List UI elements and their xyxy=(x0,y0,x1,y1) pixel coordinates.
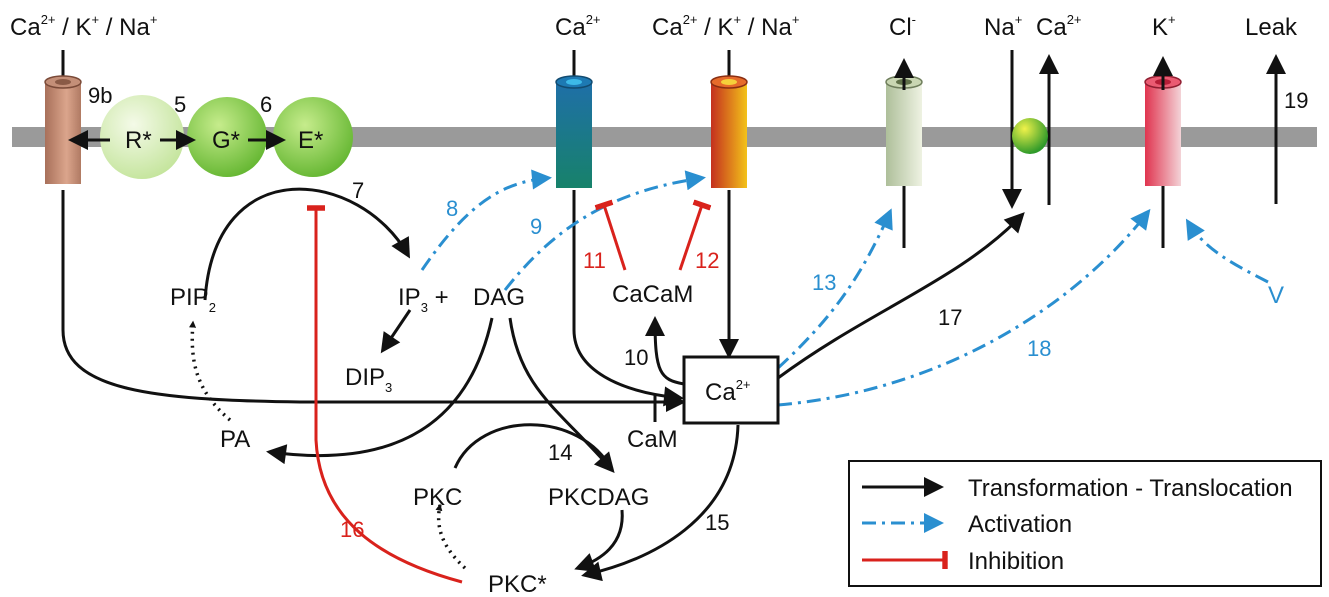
arrow-pkcstar-pkc xyxy=(435,503,467,570)
arrow-10 xyxy=(645,316,685,386)
legend-transformation-label: Transformation - Translocation xyxy=(968,475,1293,502)
pkcdag-label: PKCDAG xyxy=(548,484,649,511)
channel-mixed xyxy=(710,50,748,188)
inhibition-11 xyxy=(594,199,627,271)
arrow-7 xyxy=(203,187,410,301)
step-7: 7 xyxy=(352,178,364,203)
step-16: 16 xyxy=(340,517,364,542)
step-15: 15 xyxy=(705,510,729,535)
arrow-14 xyxy=(453,423,614,471)
step-14: 14 xyxy=(548,440,572,465)
g-protein xyxy=(187,97,267,177)
step-18: 18 xyxy=(1027,336,1051,361)
step-17: 17 xyxy=(938,305,962,330)
arrow-ca-channel-to-ca xyxy=(572,190,684,407)
effector-label: E* xyxy=(298,127,323,154)
activation-9 xyxy=(503,170,706,291)
step-12: 12 xyxy=(695,248,719,273)
pkcstar-label: PKC* xyxy=(488,571,547,597)
exchanger-na-ca xyxy=(1002,50,1059,209)
ca-box-label: Ca2+ xyxy=(705,377,751,406)
inhibition-12 xyxy=(678,199,712,271)
ion-label-ca2: Ca2+ xyxy=(1036,12,1082,41)
dag-label: DAG xyxy=(473,284,525,311)
arrow-17 xyxy=(777,212,1025,380)
cacam-label: CaCaM xyxy=(612,281,693,308)
receptor-r xyxy=(100,95,184,179)
inhibition-16 xyxy=(307,205,463,584)
ion-label-leak: Leak xyxy=(1245,14,1298,41)
ion-label-ca: Ca2+ xyxy=(555,12,601,41)
step-11: 11 xyxy=(583,248,606,273)
step-9b: 9b xyxy=(88,83,112,108)
pip2-label: PIP2 xyxy=(170,284,216,315)
ion-label-na: Na+ xyxy=(984,12,1022,41)
activation-v xyxy=(1185,218,1269,284)
arrow-ip3-dip3 xyxy=(380,309,412,354)
step-10: 10 xyxy=(624,345,648,370)
legend: Transformation - Translocation Activatio… xyxy=(848,460,1322,587)
arrow-pkcdag-pkcstar xyxy=(574,509,624,572)
step-6: 6 xyxy=(260,92,272,117)
arrow-channel-to-ca xyxy=(61,190,686,412)
pkc-label: PKC xyxy=(413,484,462,511)
dip3-label: DIP3 xyxy=(345,364,392,395)
g-protein-label: G* xyxy=(212,127,240,154)
effector-e xyxy=(273,97,353,177)
channel-cl xyxy=(885,58,923,248)
ion-label-cl: Cl- xyxy=(889,12,916,41)
step-13: 13 xyxy=(812,270,836,295)
step-9: 9 xyxy=(530,214,542,239)
activation-18 xyxy=(777,208,1151,407)
activation-13 xyxy=(776,208,893,370)
ion-label-k: K+ xyxy=(1152,12,1176,41)
ion-label-left: Ca2+ / K+ / Na+ xyxy=(10,12,157,41)
activation-8 xyxy=(420,169,552,271)
arrow-pa-pip2 xyxy=(189,320,232,422)
legend-activation-label: Activation xyxy=(968,511,1072,538)
pa-label: PA xyxy=(220,426,250,453)
arrow-15 xyxy=(581,424,740,582)
arrow-dag-pkcdag xyxy=(508,317,615,474)
voltage-label: V xyxy=(1268,282,1284,309)
step-8: 8 xyxy=(446,196,458,221)
channel-k xyxy=(1144,56,1182,248)
step-19: 19 xyxy=(1284,88,1308,113)
legend-inhibition-label: Inhibition xyxy=(968,548,1064,575)
ion-label-mixed: Ca2+ / K+ / Na+ xyxy=(652,12,799,41)
channel-9b xyxy=(44,50,82,184)
ca-box xyxy=(682,355,780,425)
channel-ca xyxy=(555,50,593,188)
receptor-label: R* xyxy=(125,127,152,154)
cam-label: CaM xyxy=(627,426,678,453)
ip3-label: IP3 + xyxy=(398,284,449,315)
step-5: 5 xyxy=(174,92,186,117)
